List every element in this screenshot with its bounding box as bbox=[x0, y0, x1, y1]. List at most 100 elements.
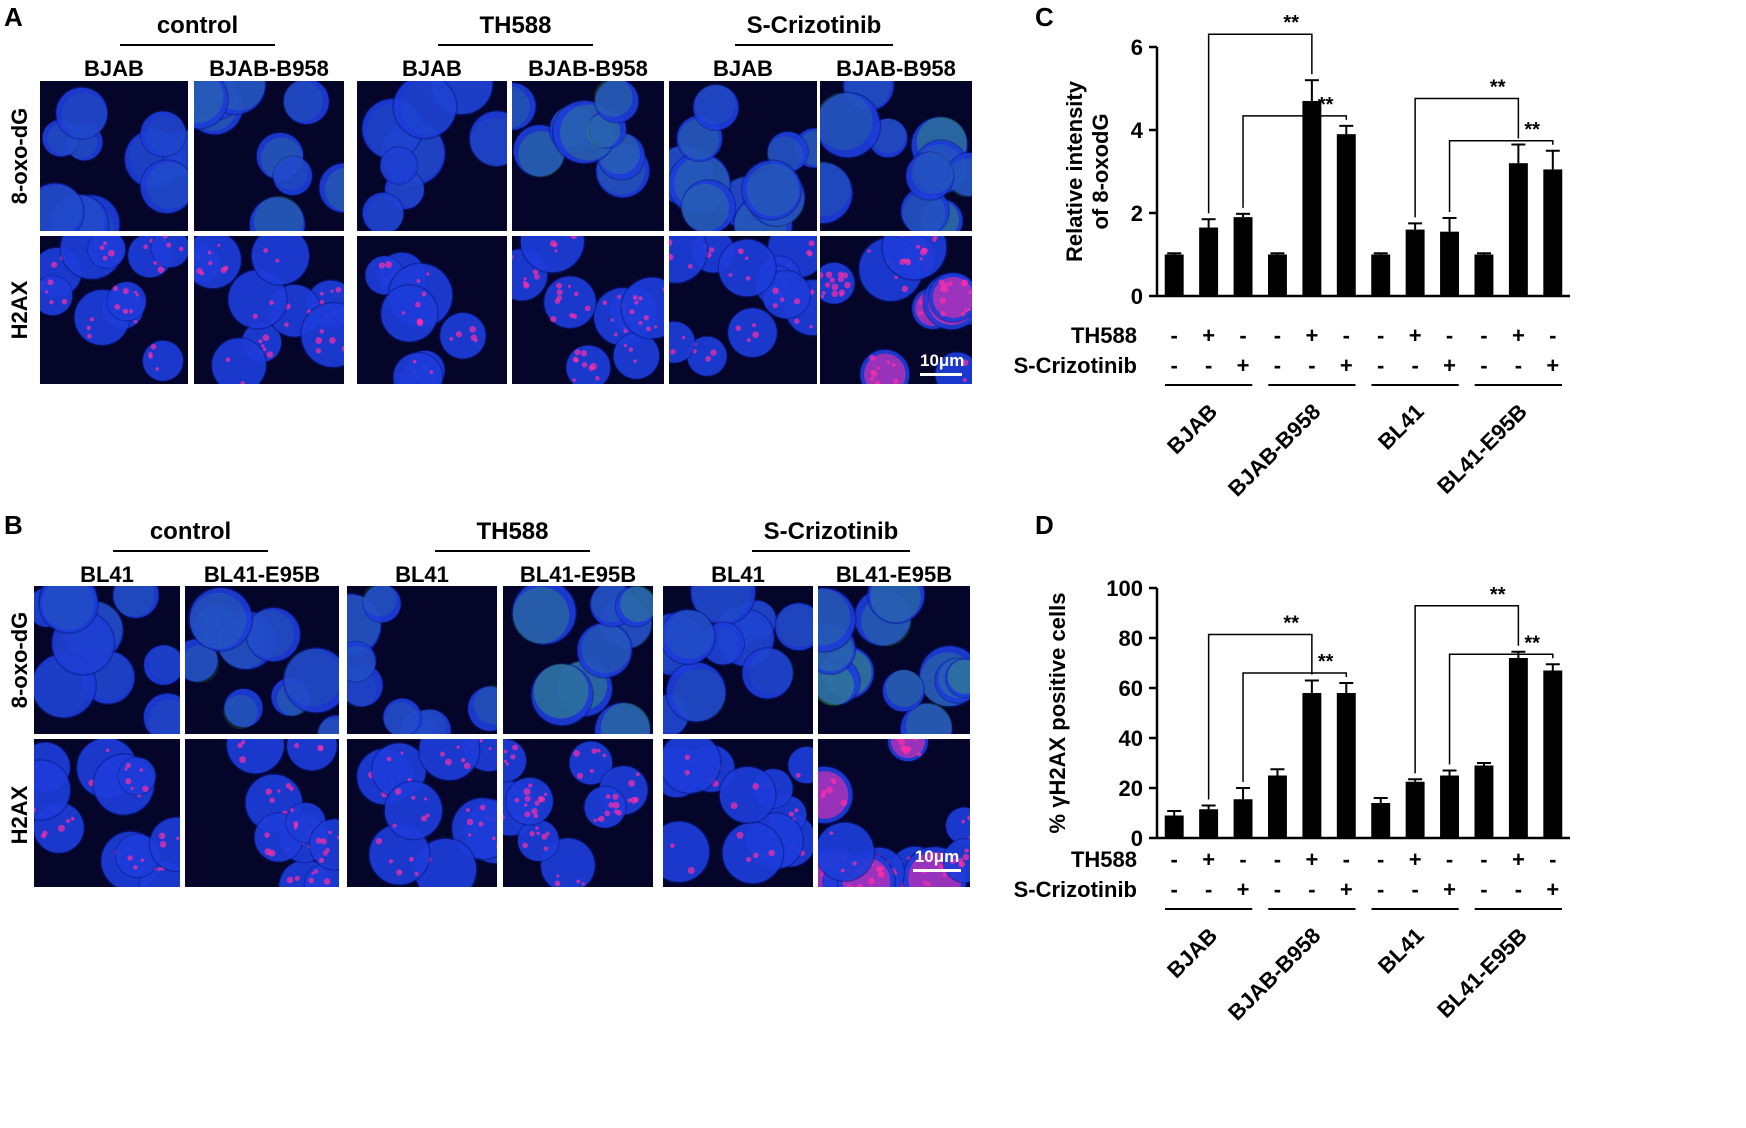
h2ax-focus bbox=[286, 783, 291, 788]
h2ax-focus bbox=[125, 778, 131, 784]
treatment-sign: - bbox=[1343, 323, 1350, 348]
h2ax-focus bbox=[808, 252, 813, 257]
group-label: BL41 bbox=[1373, 923, 1429, 979]
h2ax-focus bbox=[512, 745, 518, 751]
h2ax-focus bbox=[71, 817, 75, 821]
h2ax-focus bbox=[141, 858, 145, 862]
h2ax-focus bbox=[629, 347, 633, 351]
h2ax-focus bbox=[634, 797, 639, 802]
significance-label: ** bbox=[1283, 12, 1299, 34]
significance-label: ** bbox=[1318, 651, 1334, 673]
treatment-sign: - bbox=[1446, 323, 1453, 348]
panel-b-row-label: 8-oxo-dG bbox=[7, 600, 33, 720]
h2ax-focus bbox=[752, 331, 759, 338]
h2ax-focus bbox=[328, 831, 331, 834]
h2ax-focus bbox=[263, 334, 270, 341]
h2ax-focus bbox=[550, 316, 556, 322]
h2ax-focus bbox=[402, 311, 405, 314]
h2ax-focus bbox=[456, 331, 462, 337]
panel-a-treatment-line bbox=[735, 44, 893, 46]
micrograph bbox=[663, 739, 813, 887]
treatment-sign: - bbox=[1377, 847, 1384, 872]
treatment-sign: - bbox=[1274, 353, 1281, 378]
micrograph-image bbox=[185, 739, 339, 887]
h2ax-focus bbox=[417, 319, 422, 324]
treatment-sign: + bbox=[1340, 353, 1353, 378]
h2ax-focus bbox=[710, 350, 716, 356]
h2ax-focus bbox=[416, 279, 420, 283]
h2ax-focus bbox=[136, 293, 139, 296]
h2ax-focus bbox=[899, 259, 905, 265]
y-axis-label: % γH2AX positive cells bbox=[1045, 593, 1070, 834]
micrograph-image bbox=[820, 81, 972, 231]
h2ax-focus bbox=[539, 796, 545, 802]
h2ax-focus bbox=[590, 769, 594, 773]
h2ax-focus bbox=[752, 323, 756, 327]
h2ax-focus bbox=[627, 798, 631, 802]
cell-nucleus bbox=[227, 739, 284, 773]
panel-b-treatment-control: control bbox=[113, 518, 268, 546]
h2ax-focus bbox=[330, 290, 333, 293]
panel-a-cell-label: BJAB bbox=[669, 56, 817, 82]
bar bbox=[1371, 255, 1390, 297]
h2ax-focus bbox=[554, 249, 557, 252]
h2ax-focus bbox=[963, 378, 967, 382]
panel-a-treatment-control: control bbox=[120, 12, 275, 40]
h2ax-focus bbox=[595, 376, 599, 380]
h2ax-focus bbox=[731, 802, 738, 809]
h2ax-focus bbox=[336, 287, 342, 293]
h2ax-focus bbox=[127, 855, 132, 860]
panel-a-cell-label: BJAB bbox=[40, 56, 188, 82]
treatment-sign: - bbox=[1515, 877, 1522, 902]
h2ax-focus bbox=[628, 780, 635, 787]
h2ax-focus bbox=[574, 358, 579, 363]
h2ax-focus bbox=[379, 262, 385, 268]
cell-nucleus bbox=[385, 782, 442, 839]
oxo-stain bbox=[534, 664, 589, 719]
y-tick-label: 0 bbox=[1131, 284, 1143, 309]
h2ax-focus bbox=[277, 790, 280, 793]
h2ax-focus bbox=[466, 808, 470, 812]
significance-label: ** bbox=[1524, 119, 1540, 141]
h2ax-focus bbox=[515, 798, 520, 803]
h2ax-focus bbox=[429, 370, 433, 374]
group-label: BL41 bbox=[1373, 399, 1429, 455]
treatment-sign: + bbox=[1305, 847, 1318, 872]
h2ax-focus bbox=[588, 365, 594, 371]
micrograph-image bbox=[663, 739, 813, 887]
cell-nucleus bbox=[143, 341, 183, 381]
micrograph: 10μm bbox=[818, 739, 970, 887]
group-label: BL41-E95B bbox=[1432, 923, 1532, 1023]
treatment-sign: - bbox=[1549, 847, 1556, 872]
h2ax-focus bbox=[51, 262, 57, 268]
bar bbox=[1199, 809, 1218, 838]
treatment-sign: + bbox=[1202, 323, 1215, 348]
h2ax-focus bbox=[489, 747, 492, 750]
h2ax-focus bbox=[572, 378, 576, 382]
panel-b-cell-label: BL41 bbox=[663, 562, 813, 588]
h2ax-focus bbox=[179, 247, 184, 252]
h2ax-focus bbox=[654, 325, 657, 328]
treatment-sign: - bbox=[1480, 323, 1487, 348]
h2ax-focus bbox=[461, 758, 466, 763]
treatment-row-label: S-Crizotinib bbox=[1014, 353, 1137, 378]
h2ax-focus bbox=[311, 872, 314, 875]
panel-b-cell-label: BL41-E95B bbox=[185, 562, 339, 588]
significance-label: ** bbox=[1524, 632, 1540, 654]
h2ax-focus bbox=[617, 295, 621, 299]
treatment-sign: - bbox=[1377, 353, 1384, 378]
h2ax-focus bbox=[106, 748, 110, 752]
h2ax-focus bbox=[606, 794, 611, 799]
h2ax-focus bbox=[688, 264, 693, 269]
h2ax-focus bbox=[534, 800, 539, 805]
oxo-stain bbox=[273, 155, 308, 190]
panel-a-treatment-crizotinib: S-Crizotinib bbox=[735, 12, 893, 40]
oxo-stain bbox=[284, 649, 339, 706]
h2ax-focus bbox=[963, 854, 970, 861]
y-axis-label: Relative intensityof 8-oxodG bbox=[1062, 80, 1113, 262]
h2ax-focus bbox=[735, 325, 741, 331]
treatment-sign: - bbox=[1171, 847, 1178, 872]
panel-a-cell-label: BJAB-B958 bbox=[820, 56, 972, 82]
h2ax-focus bbox=[208, 251, 212, 255]
